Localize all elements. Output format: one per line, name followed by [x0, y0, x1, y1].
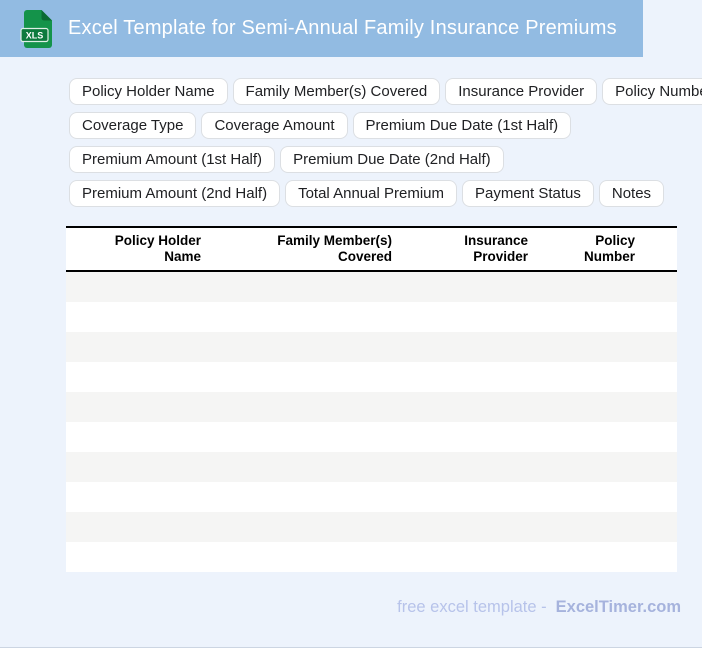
- header-bar: XLS Excel Template for Semi-Annual Famil…: [0, 0, 643, 57]
- xls-file-icon: XLS: [20, 9, 52, 48]
- chip-premium-due-date-2nd-half[interactable]: Premium Due Date (2nd Half): [280, 146, 504, 173]
- chip-policy-holder-name[interactable]: Policy Holder Name: [69, 78, 228, 105]
- table-row: [66, 362, 677, 392]
- column-chip-list: Policy Holder Name Family Member(s) Cove…: [69, 78, 702, 214]
- column-header-policy-number: Policy Number: [546, 233, 677, 265]
- column-header-line: Insurance: [464, 233, 528, 248]
- table-row: [66, 272, 677, 302]
- column-header-policy-holder-name: Policy Holder Name: [66, 233, 219, 265]
- footer-attribution: free excel template - ExcelTimer.com: [397, 598, 681, 617]
- spreadsheet-preview-table: Policy Holder Name Family Member(s) Cove…: [66, 226, 677, 572]
- chip-coverage-amount[interactable]: Coverage Amount: [201, 112, 348, 139]
- footer-brand-link[interactable]: ExcelTimer.com: [555, 598, 681, 616]
- column-header-line: Name: [164, 249, 201, 264]
- chip-coverage-type[interactable]: Coverage Type: [69, 112, 197, 139]
- chip-notes[interactable]: Notes: [598, 180, 665, 207]
- column-header-line: Covered: [337, 249, 392, 264]
- chip-policy-number[interactable]: Policy Number: [602, 78, 702, 105]
- table-row: [66, 422, 677, 452]
- column-header-line: Policy: [595, 233, 635, 248]
- column-header-line: Family Member(s): [277, 233, 392, 248]
- column-header-family-members-covered: Family Member(s) Covered: [219, 233, 410, 265]
- footer-text: free excel template -: [397, 598, 547, 616]
- chip-total-annual-premium[interactable]: Total Annual Premium: [285, 180, 457, 207]
- table-body: [66, 272, 677, 572]
- column-header-line: Number: [583, 249, 635, 264]
- table-row: [66, 392, 677, 422]
- chip-premium-amount-1st-half[interactable]: Premium Amount (1st Half): [69, 146, 276, 173]
- chip-insurance-provider[interactable]: Insurance Provider: [445, 78, 598, 105]
- table-row: [66, 332, 677, 362]
- chip-payment-status[interactable]: Payment Status: [461, 180, 594, 207]
- chip-family-members-covered[interactable]: Family Member(s) Covered: [232, 78, 441, 105]
- chip-row-4: Premium Amount (2nd Half) Total Annual P…: [69, 180, 702, 207]
- table-row: [66, 512, 677, 542]
- chip-premium-due-date-1st-half[interactable]: Premium Due Date (1st Half): [352, 112, 572, 139]
- column-header-line: Policy Holder: [114, 233, 201, 248]
- table-row: [66, 302, 677, 332]
- chip-premium-amount-2nd-half[interactable]: Premium Amount (2nd Half): [69, 180, 281, 207]
- column-header-line: Provider: [473, 249, 528, 264]
- chip-row-1: Policy Holder Name Family Member(s) Cove…: [69, 78, 702, 105]
- table-header-row: Policy Holder Name Family Member(s) Cove…: [66, 226, 677, 272]
- table-row: [66, 482, 677, 512]
- column-header-insurance-provider: Insurance Provider: [410, 233, 546, 265]
- page-title: Excel Template for Semi-Annual Family In…: [68, 17, 617, 39]
- table-row: [66, 452, 677, 482]
- chip-row-3: Premium Amount (1st Half) Premium Due Da…: [69, 146, 702, 173]
- xls-badge-label: XLS: [26, 30, 44, 40]
- chip-row-2: Coverage Type Coverage Amount Premium Du…: [69, 112, 702, 139]
- table-row: [66, 542, 677, 572]
